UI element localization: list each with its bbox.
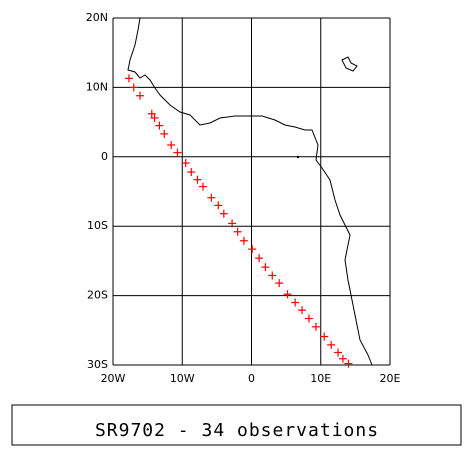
y-tick-label: 30S: [87, 358, 108, 371]
point: [248, 245, 257, 254]
point: [283, 290, 292, 299]
point: [344, 359, 353, 368]
point: [228, 219, 237, 228]
point: [147, 109, 156, 118]
y-tick-label: 0: [101, 150, 108, 163]
chart-title: SR9702 - 34 observations: [95, 420, 379, 441]
coastline: [127, 17, 373, 366]
point: [255, 254, 264, 263]
point: [304, 314, 313, 323]
point: [239, 236, 248, 245]
point: [207, 193, 216, 202]
point: [334, 348, 343, 357]
point: [291, 298, 300, 307]
point: [167, 141, 176, 150]
point: [173, 148, 182, 157]
point: [199, 182, 208, 191]
y-tick-label: 20S: [87, 289, 108, 302]
point: [124, 74, 133, 83]
point: [155, 121, 164, 130]
point: [327, 340, 336, 349]
island: [341, 56, 358, 72]
point: [275, 279, 284, 288]
point: [298, 306, 307, 315]
x-tick-label: 10W: [170, 372, 195, 385]
point: [214, 201, 223, 210]
y-tick-label: 10N: [86, 80, 108, 93]
point: [193, 175, 202, 184]
point: [150, 113, 159, 122]
title-box: [11, 404, 462, 446]
x-tick-label: 20E: [380, 372, 401, 385]
point: [261, 263, 270, 272]
x-tick-label: 20W: [101, 372, 126, 385]
point: [233, 227, 242, 236]
x-tick-label: 0: [248, 372, 255, 385]
point: [136, 91, 145, 100]
point: [181, 159, 190, 168]
point: [320, 332, 329, 341]
point: [187, 168, 196, 177]
point: [160, 129, 169, 138]
point: [338, 354, 347, 363]
point: [311, 322, 320, 331]
point: [268, 271, 277, 280]
y-tick-label: 20N: [86, 11, 108, 24]
point: [219, 209, 228, 218]
point: [129, 83, 138, 92]
y-tick-label: 10S: [87, 219, 108, 232]
x-tick-label: 10E: [310, 372, 331, 385]
